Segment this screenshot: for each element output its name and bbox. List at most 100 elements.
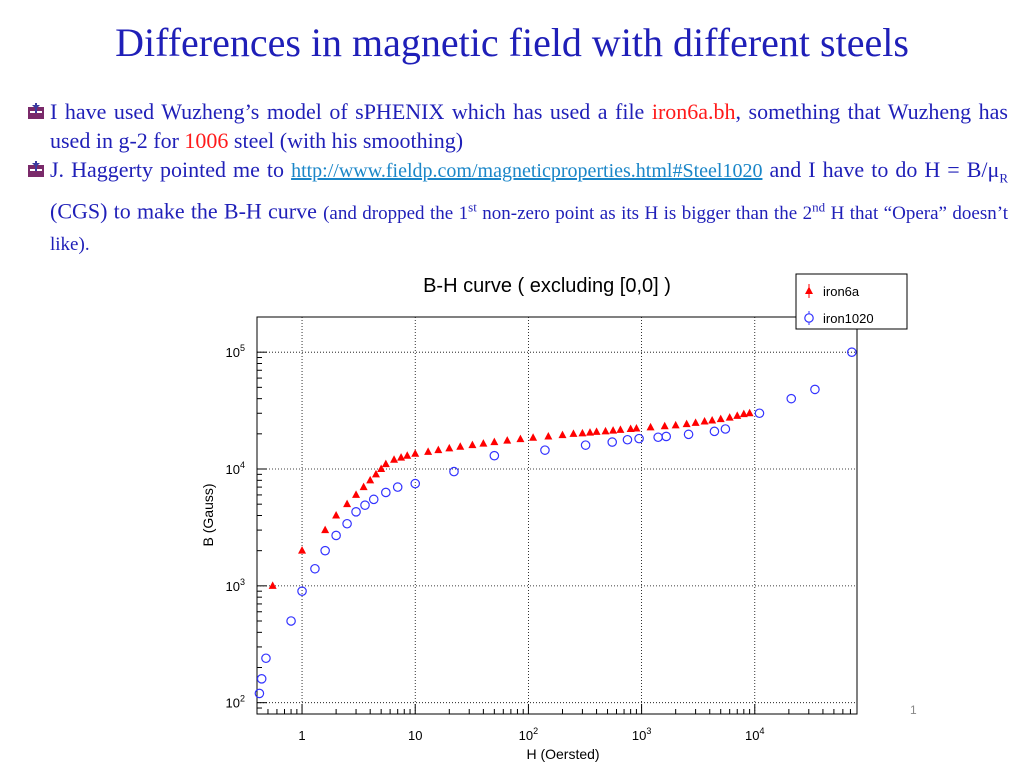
series-iron1020	[254, 347, 857, 699]
iron6a-point	[352, 490, 361, 498]
y-axis-label: B (Gauss)	[200, 483, 216, 546]
iron6a-point	[585, 428, 594, 436]
iron6a-point	[569, 429, 578, 437]
iron6a-point	[609, 426, 618, 434]
iron6a-point	[558, 430, 567, 439]
iron6a-point	[745, 408, 754, 417]
chart-series	[254, 347, 857, 699]
iron1020-point	[342, 518, 352, 529]
superscript-nd: nd	[812, 199, 826, 215]
iron1020-point	[410, 478, 421, 489]
iron1020-point	[580, 440, 591, 450]
bullet-2-text-b: and I have to do H = B/μ	[762, 157, 1000, 182]
iron1020-point	[661, 431, 672, 442]
iron6a-point	[725, 413, 734, 421]
file-name-iron6a: iron6a.bh	[651, 99, 736, 124]
iron1020-point	[310, 563, 320, 574]
page-number: 1	[910, 703, 917, 717]
iron6a-point	[716, 414, 725, 423]
iron6a-point	[700, 417, 709, 425]
fieldp-link[interactable]: http://www.fieldp.com/magneticproperties…	[291, 160, 763, 182]
iron6a-point	[479, 439, 488, 447]
iron6a-point	[371, 469, 380, 478]
x-axis-label: H (Oersted)	[526, 746, 599, 762]
legend-marker	[804, 313, 814, 323]
iron6a-point	[434, 445, 443, 454]
bullet-icon	[28, 103, 44, 119]
iron6a-point	[682, 419, 691, 428]
legend-label: iron1020	[823, 311, 874, 326]
iron6a-point	[616, 425, 625, 433]
bullet-list: I have used Wuzheng’s model of sPHENIX w…	[28, 97, 1008, 259]
iron1020-point	[449, 466, 459, 477]
iron6a-point	[529, 433, 538, 441]
iron6a-point	[733, 411, 742, 419]
iron1020-point	[720, 424, 731, 434]
bullet-2-text-c: (CGS) to make the B-H curve	[50, 198, 324, 224]
iron1020-point	[392, 482, 403, 492]
bullet-1-text-b: , something that Wuzheng has used in g-2…	[50, 99, 1008, 153]
chart-title: B-H curve ( excluding [0,0] )	[423, 275, 671, 297]
iron1020-point	[540, 445, 550, 455]
x-tick-label: 104	[745, 726, 764, 743]
iron1020-point	[489, 450, 500, 461]
iron6a-point	[390, 455, 399, 463]
bullet-2-text-a: J. Haggerty pointed me to	[50, 157, 292, 182]
iron1020-point	[256, 674, 267, 684]
y-tick-label: 102	[226, 694, 245, 711]
iron1020-point	[683, 429, 694, 440]
bullet-1-text-a: I have used Wuzheng’s model of sPHENIX w…	[50, 99, 652, 124]
iron6a-point	[343, 499, 352, 508]
iron6a-point	[626, 424, 635, 432]
iron6a-point	[424, 447, 433, 455]
iron1020-point	[634, 433, 644, 444]
chart-grid	[257, 317, 857, 714]
chart-axes: 1 10 102 103 104 102 103 104 105	[226, 316, 858, 743]
y-tick-label: 105	[226, 343, 245, 360]
steel-grade-1006: 1006	[184, 128, 229, 153]
iron6a-point	[671, 420, 680, 429]
iron1020-point	[351, 507, 361, 517]
legend-marker	[805, 286, 813, 294]
x-tick-label: 103	[632, 726, 651, 743]
iron6a-point	[691, 418, 700, 426]
legend-label: iron6a	[823, 284, 860, 299]
iron1020-point	[286, 616, 296, 626]
iron6a-point	[445, 443, 454, 452]
iron6a-point	[592, 427, 601, 435]
iron6a-point	[578, 428, 587, 437]
iron1020-point	[653, 432, 663, 443]
bullet-1-text-c: steel (with his smoothing)	[228, 128, 464, 153]
iron6a-point	[708, 416, 717, 424]
bullet-item-1: I have used Wuzheng’s model of sPHENIX w…	[28, 97, 1008, 155]
iron6a-point	[632, 424, 641, 432]
iron6a-point	[739, 409, 748, 418]
iron6a-point	[468, 440, 477, 449]
iron6a-point	[332, 511, 341, 519]
iron6a-point	[646, 422, 655, 431]
bullet-icon	[28, 161, 44, 177]
x-tick-label: 102	[519, 726, 538, 743]
iron1020-point	[254, 688, 265, 699]
iron6a-point	[544, 431, 553, 440]
iron1020-point	[360, 500, 370, 511]
iron6a-point	[503, 436, 512, 444]
iron1020-point	[331, 530, 341, 541]
plot-frame	[256, 316, 858, 715]
iron6a-point	[377, 464, 386, 473]
bullet-item-2: J. Haggerty pointed me to http://www.fie…	[28, 155, 1008, 259]
iron6a-point	[321, 525, 330, 534]
iron6a-point	[397, 453, 406, 461]
y-tick-label: 104	[226, 460, 245, 477]
note-text-b: non-zero point as its H is bigger than t…	[476, 202, 813, 224]
iron6a-point	[268, 581, 277, 589]
y-tick-label: 103	[226, 577, 245, 594]
iron6a-point	[490, 437, 499, 446]
iron6a-point	[411, 449, 420, 457]
iron1020-point	[368, 494, 379, 505]
bh-curve-chart: B-H curve ( excluding [0,0] ) 1 10 102 103 1…	[200, 273, 908, 762]
legend-box	[795, 273, 908, 330]
iron6a-point	[403, 451, 412, 459]
iron1020-point	[607, 437, 618, 447]
note-text-c: H that “Opera” doesn’t like).	[50, 202, 1009, 255]
